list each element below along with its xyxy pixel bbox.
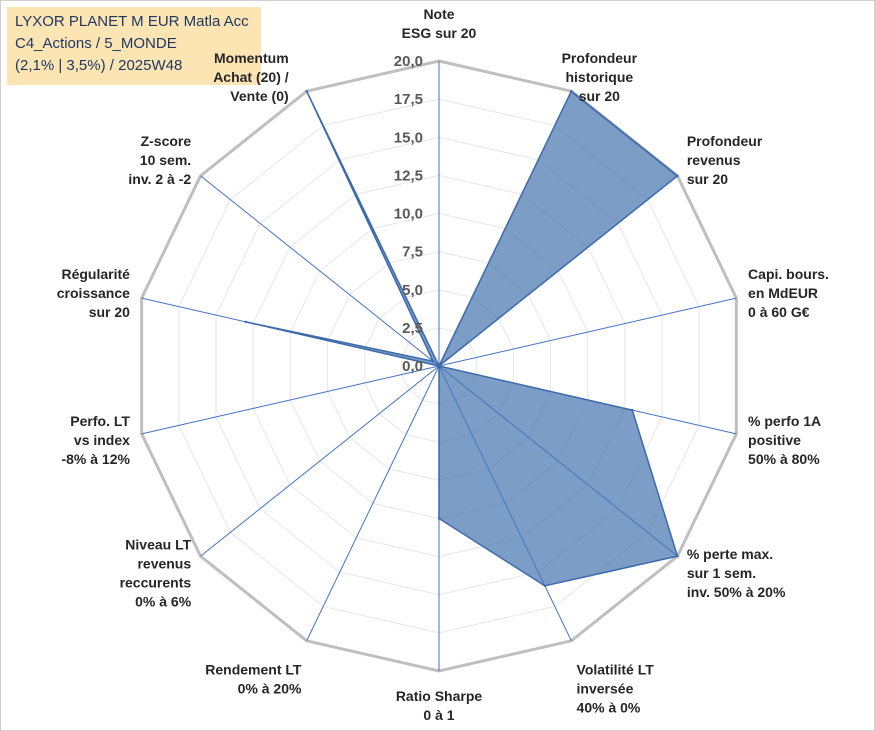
axis-label-0: Note ESG sur 20 (402, 6, 477, 41)
data-point-4 (631, 408, 634, 412)
axis-label-13-line-2: Vente (0) (230, 88, 288, 104)
axis-label-11: Régularité croissance sur 20 (57, 266, 130, 320)
axis-label-5-line-1: sur 1 sem. (687, 565, 756, 581)
axis-label-1-line-0: Profondeur (562, 50, 638, 66)
axis-label-10-line-2: -8% à 12% (61, 451, 130, 467)
axis-label-5-line-0: % perte max. (687, 546, 773, 562)
tick-label-7: 17,5 (394, 91, 423, 108)
axis-label-13-line-1: Achat (20) / (213, 69, 289, 85)
axis-label-12: Z-score 10 sem. inv. 2 à -2 (128, 133, 191, 187)
axis-label-7-line-0: Ratio Sharpe (396, 688, 483, 704)
axis-label-9-line-3: 0% à 6% (135, 593, 192, 609)
axis-label-7: Ratio Sharpe 0 à 1 (396, 688, 483, 723)
data-point-1 (570, 90, 573, 93)
axis-label-2: Profondeur revenus sur 20 (687, 133, 763, 187)
data-point-12 (431, 360, 435, 363)
spoke-8 (306, 365, 440, 642)
axis-label-11-line-0: Régularité (61, 266, 130, 282)
tick-label-6: 15,0 (394, 129, 423, 146)
axis-label-8-line-0: Rendement LT (205, 662, 302, 678)
axis-label-3-line-0: Capi. bours. (748, 266, 829, 282)
axis-label-12-line-0: Z-score (141, 133, 192, 149)
axis-label-6-line-2: 40% à 0% (577, 700, 641, 716)
data-point-2 (676, 174, 679, 178)
axis-label-3-line-1: en MdEUR (748, 285, 818, 301)
axis-label-0-line-0: Note (423, 6, 454, 22)
tick-label-8: 20,0 (394, 53, 423, 70)
axis-label-3-line-2: 0 à 60 G€ (748, 304, 810, 320)
axis-label-4-line-2: 50% à 80% (748, 451, 820, 467)
axis-label-8-line-1: 0% à 20% (238, 681, 302, 697)
axis-label-13: Momentum Achat (20) / Vente (0) (213, 50, 289, 104)
data-point-13 (305, 90, 308, 93)
axis-label-10-line-1: vs index (74, 432, 130, 448)
axis-label-1-line-2: sur 20 (579, 88, 620, 104)
axis-label-5: % perte max. sur 1 sem. inv. 50% à 20% (687, 546, 786, 600)
axis-label-13-line-0: Momentum (214, 50, 289, 66)
axis-label-6: Volatilité LT inversée 40% à 0% (577, 662, 655, 716)
axis-label-9-line-1: revenus (137, 555, 191, 571)
data-series-area (245, 90, 679, 587)
axis-label-7-line-1: 0 à 1 (423, 707, 454, 723)
axis-label-2-line-2: sur 20 (687, 171, 728, 187)
axis-label-11-line-1: croissance (57, 285, 130, 301)
axis-label-6-line-1: inversée (577, 681, 634, 697)
title-stats: (2,1% | 3,5%) / 2025W48 (15, 57, 183, 74)
title-box: LYXOR PLANET M EUR Matla Acc C4_Actions … (7, 7, 261, 85)
tick-label-4: 10,0 (394, 206, 423, 223)
tick-label-1: 2,5 (402, 320, 423, 337)
axis-label-11-line-2: sur 20 (89, 304, 130, 320)
axis-label-9-line-2: reccurents (120, 574, 192, 590)
axis-label-1-line-1: historique (565, 69, 633, 85)
data-point-6 (543, 584, 547, 588)
axis-label-0-line-1: ESG sur 20 (402, 25, 477, 41)
axis-label-8: Rendement LT 0% à 20% (205, 662, 302, 697)
axis-label-12-line-2: inv. 2 à -2 (128, 171, 191, 187)
axis-label-5-line-2: inv. 50% à 20% (687, 584, 786, 600)
axis-label-3: Capi. bours. en MdEUR 0 à 60 G€ (748, 266, 829, 320)
axis-label-10-line-0: Perfo. LT (70, 413, 130, 429)
axis-label-9: Niveau LT revenus reccurents 0% à 6% (120, 536, 192, 609)
tick-label-3: 7,5 (402, 244, 423, 261)
data-point-10 (437, 364, 441, 368)
axis-label-9-line-0: Niveau LT (125, 536, 191, 552)
spoke-3 (438, 297, 737, 367)
axis-label-4-line-0: % perfo 1A (748, 413, 821, 429)
data-point-7 (437, 517, 441, 520)
tick-label-0: 0,0 (402, 358, 423, 375)
axis-label-6-line-0: Volatilité LT (577, 662, 655, 678)
data-point-11 (244, 320, 247, 324)
title-category: C4_Actions / 5_MONDE (15, 35, 177, 52)
tick-label-5: 12,5 (394, 167, 423, 184)
axis-label-4: % perfo 1A positive 50% à 80% (748, 413, 821, 467)
tick-label-2: 5,0 (402, 282, 423, 299)
title-fund-name: LYXOR PLANET M EUR Matla Acc (15, 13, 249, 30)
axis-label-1: Profondeur historique sur 20 (562, 50, 638, 104)
axis-label-10: Perfo. LT vs index -8% à 12% (61, 413, 130, 467)
data-point-5 (676, 554, 679, 558)
axis-label-2-line-1: revenus (687, 152, 741, 168)
axis-label-2-line-0: Profondeur (687, 133, 763, 149)
spoke-10 (141, 365, 440, 435)
axis-label-4-line-1: positive (748, 432, 801, 448)
spoke-9 (200, 365, 440, 557)
spoke-12 (200, 175, 440, 367)
axis-label-12-line-1: 10 sem. (140, 152, 191, 168)
